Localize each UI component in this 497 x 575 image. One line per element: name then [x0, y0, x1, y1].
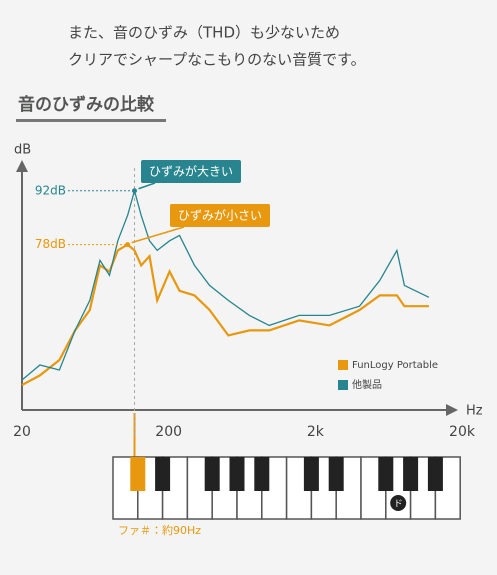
key-badge — [390, 495, 407, 511]
chart-title: 音のひずみの比較 — [18, 94, 155, 115]
title-underline — [16, 119, 166, 122]
black-key — [229, 457, 245, 491]
marker-dot — [132, 188, 138, 194]
x-axis-arrow — [446, 404, 458, 416]
black-key — [378, 457, 394, 491]
y-axis-arrow — [16, 160, 28, 172]
x-tick-label: 20k — [449, 424, 476, 440]
series-line — [21, 243, 429, 386]
legend-label: FunLogy Portable — [352, 360, 438, 371]
intro-line: また、音のひずみ（THD）も少ないため — [68, 24, 340, 42]
black-key — [427, 457, 443, 491]
piano: ド — [112, 413, 461, 520]
x-tick-label: 200 — [155, 424, 182, 440]
callout-text: ひずみが大きい — [149, 164, 233, 179]
callout-pointer — [131, 226, 185, 244]
callout-box — [170, 204, 270, 227]
piano-note-label: ファ＃：約90Hz — [118, 523, 201, 537]
black-key — [254, 457, 270, 491]
callout-pointer — [138, 182, 156, 190]
black-key — [303, 457, 319, 491]
marker-label: 92dB — [35, 183, 66, 197]
callout-box — [141, 160, 241, 183]
marker-label: 78dB — [35, 237, 66, 251]
marker-dot — [125, 242, 131, 248]
legend-swatch — [338, 360, 348, 370]
black-key — [130, 457, 146, 491]
key-label: ド — [394, 500, 403, 510]
x-tick-label: 2k — [307, 424, 325, 440]
black-key — [155, 457, 171, 491]
black-key — [204, 457, 220, 491]
black-key — [403, 457, 419, 491]
callout-text: ひずみが小さい — [178, 208, 262, 223]
legend-label: 他製品 — [352, 378, 382, 391]
series-line — [21, 188, 430, 381]
x-axis-label: Hz — [466, 404, 483, 419]
legend-swatch — [338, 380, 348, 390]
x-tick-label: 20 — [13, 424, 31, 440]
y-axis-label: dB — [14, 143, 31, 158]
black-key — [328, 457, 344, 491]
intro-line: クリアでシャープなこもりのない音質です。 — [68, 51, 366, 69]
